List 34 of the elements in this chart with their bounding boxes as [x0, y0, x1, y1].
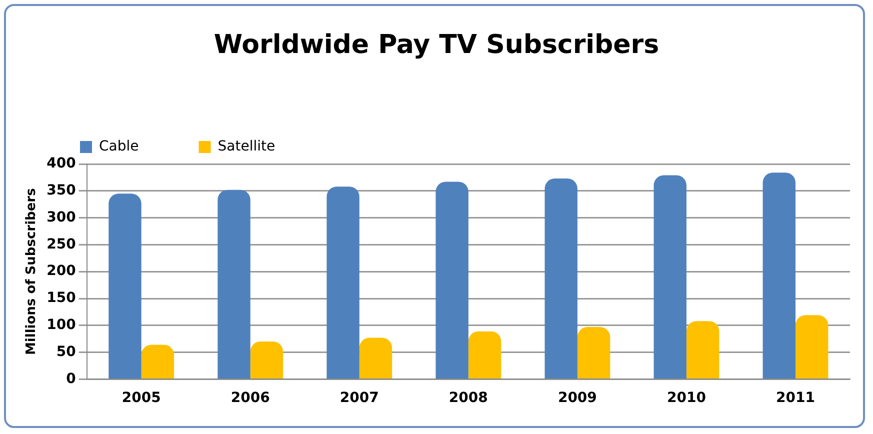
bar	[436, 182, 468, 378]
bar	[326, 186, 360, 378]
x-tick-label: 2005	[122, 390, 161, 406]
y-tick-label: 300	[46, 209, 76, 226]
legend-label: Cable	[99, 138, 139, 155]
bar	[762, 172, 796, 378]
x-tick-label: 2008	[448, 390, 488, 406]
bar	[250, 342, 284, 378]
bar	[141, 344, 174, 378]
bar	[468, 331, 502, 378]
legend-label: Satellite	[218, 138, 276, 155]
x-tick-label: 2009	[558, 390, 597, 406]
x-tick-label: 2006	[230, 390, 270, 406]
y-tick-label: 200	[46, 263, 76, 280]
bar	[654, 175, 686, 378]
x-tick-label: 2011	[776, 390, 815, 406]
y-tick-label: 150	[46, 290, 76, 306]
y-tick-label: 350	[46, 182, 76, 199]
bar	[577, 327, 610, 378]
bar	[795, 315, 828, 378]
y-tick-label: 100	[46, 317, 76, 334]
y-tick-label: 250	[46, 236, 76, 252]
bar	[686, 321, 720, 378]
y-axis-title: Millions of Subscribers	[24, 188, 40, 356]
y-tick-label: 50	[56, 344, 76, 360]
chart-title: Worldwide Pay TV Subscribers	[212, 30, 660, 60]
x-tick-label: 2010	[666, 390, 706, 406]
y-tick-label: 400	[46, 156, 76, 172]
bar	[108, 194, 142, 378]
bar	[544, 178, 578, 378]
bar	[218, 190, 250, 378]
x-tick-label: 2007	[340, 390, 379, 406]
bar	[359, 338, 392, 378]
y-tick-label: 0	[66, 370, 76, 387]
